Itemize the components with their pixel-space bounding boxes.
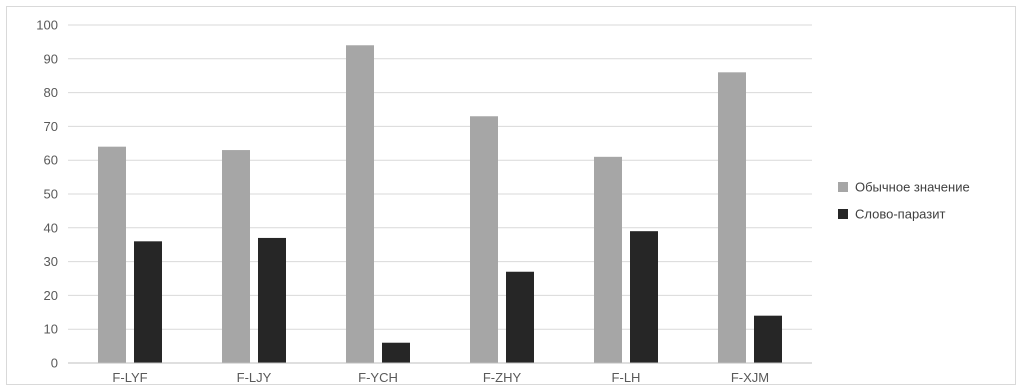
y-tick-label: 80 <box>44 85 58 100</box>
y-tick-label: 30 <box>44 254 58 269</box>
bar-regular-f-zhy <box>470 116 498 363</box>
bar-regular-f-ljy <box>222 150 250 363</box>
bar-regular-f-lyf <box>98 146 126 363</box>
bar-filler-f-ych <box>382 342 410 363</box>
bar-filler-f-zhy <box>506 271 534 363</box>
bar-regular-f-ych <box>346 45 374 363</box>
x-tick-label: F-ZHY <box>483 370 522 385</box>
bar-filler-f-lh <box>630 231 658 363</box>
legend-label: Слово-паразит <box>855 207 945 222</box>
x-tick-label: F-XJM <box>731 370 769 385</box>
legend-label: Обычное значение <box>855 180 970 195</box>
y-tick-label: 60 <box>44 153 58 168</box>
bar-filler-f-ljy <box>258 237 286 363</box>
x-tick-label: F-LH <box>612 370 641 385</box>
legend-swatch <box>838 209 848 219</box>
bar-filler-f-xjm <box>754 315 782 363</box>
y-tick-label: 70 <box>44 119 58 134</box>
gridlines <box>68 24 812 330</box>
x-axis-ticks: F-LYF F-LJY F-YCH F-ZHY F-LH F-XJM <box>112 370 769 385</box>
bar-filler-f-lyf <box>134 241 162 363</box>
x-tick-label: F-LYF <box>112 370 147 385</box>
y-axis-ticks: 0 10 20 30 40 50 60 70 80 90 100 <box>36 18 58 371</box>
y-tick-label: 90 <box>44 51 58 66</box>
y-tick-label: 40 <box>44 220 58 235</box>
legend-swatch <box>838 182 848 192</box>
y-tick-label: 20 <box>44 288 58 303</box>
y-tick-label: 100 <box>36 18 58 33</box>
bars <box>98 45 782 363</box>
y-tick-label: 10 <box>44 322 58 337</box>
y-tick-label: 50 <box>44 187 58 202</box>
x-tick-label: F-LJY <box>237 370 272 385</box>
x-tick-label: F-YCH <box>358 370 398 385</box>
y-tick-label: 0 <box>51 356 58 371</box>
legend: Обычное значение Слово-паразит <box>838 180 970 222</box>
bar-regular-f-xjm <box>718 72 746 363</box>
bar-regular-f-lh <box>594 156 622 363</box>
